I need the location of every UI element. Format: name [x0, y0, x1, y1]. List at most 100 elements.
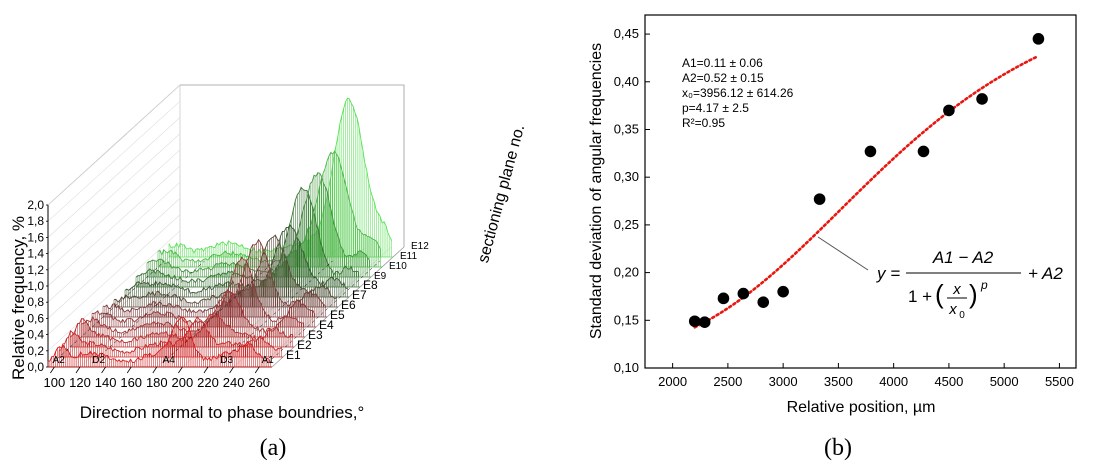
panel-b-fit-curve: [693, 54, 1040, 329]
panel-a-y-tick-label: 1,4: [27, 247, 44, 261]
panel-a-marker-line: [267, 260, 380, 364]
equation-pointer-line: [817, 236, 869, 271]
panel-b-y-tick-label: 0,20: [614, 265, 639, 280]
data-point: [864, 145, 877, 158]
panel-a-x-tick: [203, 366, 209, 374]
panel-a-y-axis-label: Relative frequency, %: [9, 216, 28, 380]
panel-a-y-gridline: [47, 117, 181, 238]
panel-a-y-gridline: [47, 100, 181, 222]
panel-a-y-tick-label: 0,2: [27, 344, 44, 358]
panel-b-scatter-chart: 0,10 0,15 0,20 0,25 0,30 0,35 0,40 0,45 2000 250…: [588, 14, 1077, 461]
equation-paren-open: (: [935, 279, 944, 309]
panel-b-x-tick-label: 2000: [658, 374, 687, 389]
panel-a-y-ticks: 0,0 0,2 0,4 0,6 0,8 1,0 1,2 1,4 1,6 1,8 2,0: [27, 198, 48, 374]
panel-a-x-tick-label: 220: [197, 375, 219, 390]
panel-a-x-tick: [101, 366, 106, 374]
equation-tail: + A2: [1028, 264, 1063, 283]
panel-a-marker-line: [162, 260, 276, 364]
equation-denominator-prefix: 1 +: [908, 287, 932, 306]
panel-b-x-ticks: 2000 2500 3000 3500 4000 4500 5000 5500: [658, 363, 1074, 389]
panel-a-y-tick-label: 1,6: [27, 230, 44, 244]
panel-b-y-axis-label: Standard deviation of angular frequencie…: [588, 43, 605, 339]
data-point: [813, 193, 826, 205]
panel-b-fit-parameters: A1=0.11 ± 0.06 A2=0.52 ± 0.15 x₀=3956.12…: [682, 56, 794, 130]
data-point: [1032, 33, 1045, 45]
panel-a-x-tick: [229, 366, 234, 374]
panel-b-x-tick-label: 4000: [879, 374, 908, 389]
panel-b-y-tick-label: 0,10: [614, 360, 639, 375]
panel-b-y-tick-label: 0,25: [614, 217, 639, 232]
panel-a-x-tick-label: 240: [223, 375, 245, 390]
panel-a-y-gridline: [47, 198, 181, 319]
panel-a-markers: A2 D2 A4 D3 A1: [52, 260, 380, 366]
panel-a-z-tick-label: E7: [352, 288, 367, 302]
panel-a-z-tick-label: E12: [411, 241, 429, 252]
panel-a-x-ticks: 100 120 140 160 180 200 220 240 260: [44, 366, 270, 390]
panel-a-marker-line: [220, 260, 333, 364]
data-point: [698, 316, 711, 329]
ridge-outline: [124, 223, 348, 294]
panel-a-z-tick-label: E11: [400, 251, 417, 262]
panel-b-y-tick-label: 0,40: [614, 74, 639, 89]
ridge-outline: [113, 234, 337, 304]
panel-a-marker-label: D2: [92, 355, 105, 366]
panel-a-y-tick-label: 0,8: [27, 295, 44, 309]
panel-a-marker-label: D3: [220, 355, 233, 366]
ridge-E10: [146, 172, 371, 278]
panel-a-caption: (a): [260, 435, 287, 461]
data-point: [688, 315, 701, 328]
equation-exponent: p: [980, 278, 988, 292]
data-point: [976, 93, 988, 105]
panel-b-y-tick-label: 0,35: [614, 121, 639, 136]
panel-b-y-ticks: 0,10 0,15 0,20 0,25 0,30 0,35 0,40 0,45: [614, 26, 650, 375]
panel-a-marker-label: A4: [163, 355, 176, 366]
panel-a-y-tick-label: 1,8: [27, 214, 44, 228]
panel-b-y-tick-label: 0,30: [614, 169, 639, 184]
ridge-outline: [69, 311, 293, 344]
panel-a-x-tick: [126, 366, 132, 374]
ridge-E1: [47, 316, 272, 368]
panel-b-x-tick-label: 3000: [769, 374, 798, 389]
panel-a-z-tick-label: E1: [286, 348, 301, 362]
panel-a-z-tick-label: E5: [330, 308, 345, 322]
panel-a-y-gridline: [47, 181, 181, 303]
panel-a-z-tick-label: E6: [341, 298, 356, 312]
panel-a-ridges: [47, 97, 393, 368]
panel-b-x-tick-label: 3500: [824, 374, 853, 389]
equation-inner-denominator: x: [948, 301, 957, 318]
data-point: [917, 145, 930, 158]
panel-a-x-tick: [178, 366, 183, 374]
panel-a-y-gridline: [47, 165, 181, 287]
panel-b-y-tick-label: 0,45: [614, 26, 639, 41]
panel-a-y-tick-label: 0,4: [27, 328, 44, 342]
panel-a-y-tick-label: 0,0: [27, 360, 44, 374]
panel-b-y-tick-label: 0,15: [614, 312, 639, 327]
data-point: [777, 285, 789, 298]
panel-a-x-tick: [50, 366, 55, 374]
panel-a-y-tick-label: 1,0: [27, 279, 44, 293]
panel-a-y-gridline: [47, 214, 181, 335]
panel-a-x-tick: [152, 366, 158, 374]
panel-a-x-tick: [254, 366, 260, 374]
panel-b-x-tick-label: 4500: [934, 374, 963, 389]
panel-b-x-tick-label: 2500: [713, 374, 742, 389]
fit-param-r2: R²=0.95: [682, 116, 725, 130]
panel-a-z-tick-label: E3: [308, 328, 323, 342]
ridge-E9: [135, 186, 360, 288]
panel-a-y-tick-label: 1,2: [27, 263, 44, 277]
ridge-outline: [80, 289, 304, 335]
panel-a-waterfall-chart: 0,0 0,2 0,4 0,6 0,8 1,0 1,2 1,4 1,6 1,8 2,0 100 120…: [9, 84, 528, 461]
panel-a-z-tick-label: E2: [297, 338, 312, 352]
equation-lhs: y =: [876, 264, 900, 283]
panel-b-x-tick-label: 5500: [1045, 374, 1074, 389]
panel-a-y-gridline: [47, 149, 181, 271]
panel-a-marker-line: [52, 260, 165, 364]
panel-a-z-tick-label: E8: [363, 278, 378, 292]
equation-inner-numerator: x: [952, 281, 961, 298]
data-point: [757, 296, 770, 308]
ridge-E11: [157, 150, 382, 268]
fit-param-p: p=4.17 ± 2.5: [682, 101, 749, 115]
panel-b-x-tick-label: 5000: [990, 374, 1019, 389]
